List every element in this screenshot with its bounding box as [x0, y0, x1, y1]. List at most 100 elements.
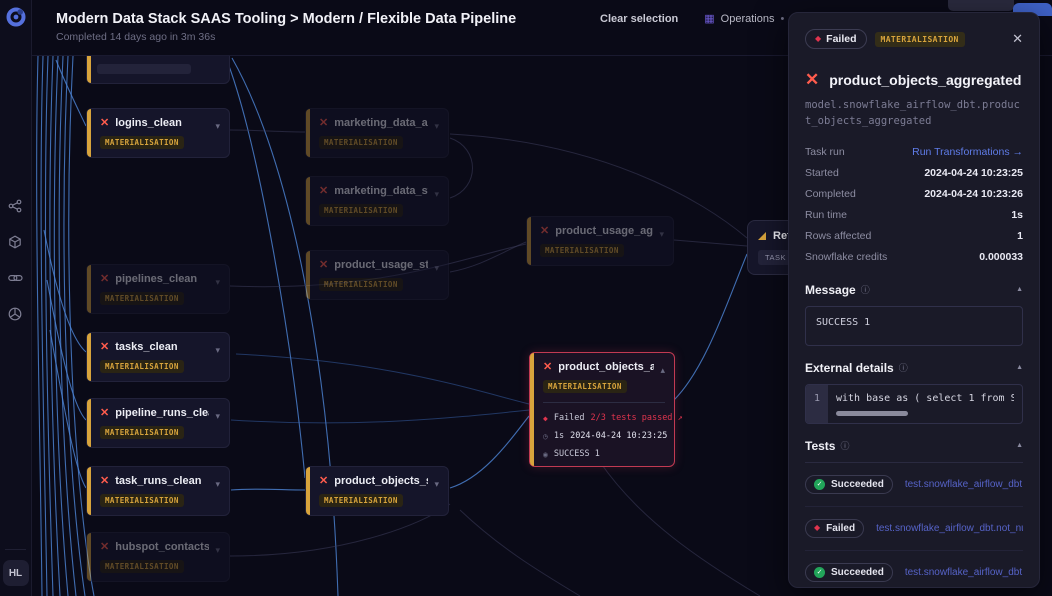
horizontal-scrollbar[interactable] — [836, 410, 908, 416]
node-task-runs-clean[interactable]: ✕ task_runs_clean ▾ MATERIALISATION — [86, 466, 230, 516]
materialisation-badge: MATERIALISATION — [319, 204, 403, 217]
dbt-icon: ✕ — [540, 224, 550, 237]
node-hubspot-contacts-clean[interactable]: ✕ hubspot_contacts_clean ▾ MATERIALISATI… — [86, 532, 230, 582]
dbt-icon: ✕ — [319, 116, 329, 129]
materialisation-badge: MATERIALISATION — [319, 136, 403, 149]
test-link[interactable]: test.snowflake_airflow_dbt.unique_pro — [904, 478, 1023, 490]
node-product-objects-staging[interactable]: ✕ product_objects_staging ▾ MATERIALISAT… — [305, 466, 449, 516]
run-transformations-link[interactable]: Run Transformations → — [912, 146, 1023, 159]
chevron-down-icon[interactable]: ▾ — [434, 188, 439, 199]
dbt-icon: ✕ — [100, 340, 110, 353]
detail-label: Snowflake credits — [805, 251, 888, 264]
status-badge: ◆ Failed — [805, 29, 867, 49]
sql-code-line: with base as ( select 1 from SNOWFLAKE — [836, 392, 1014, 404]
test-status-badge: ◆ Failed — [805, 518, 865, 538]
node-title: hubspot_contacts_clean — [115, 541, 210, 553]
powerbi-triangle-icon — [758, 232, 766, 240]
materialisation-badge: MATERIALISATION — [100, 560, 184, 573]
materialisation-badge: MATERIALISATION — [100, 136, 184, 149]
dbt-icon: ✕ — [100, 116, 110, 129]
node-status: Failed — [553, 413, 585, 423]
chevron-down-icon[interactable]: ▾ — [434, 478, 439, 489]
message-content: SUCCESS 1 — [805, 305, 1023, 346]
failed-diamond-icon: ◆ — [815, 34, 822, 43]
section-title: Message — [805, 282, 856, 297]
chevron-up-icon[interactable]: ▴ — [660, 364, 665, 375]
node-product-objects-aggregated-selected[interactable]: ✕ product_objects_aggregated ▴ MATERIALI… — [529, 352, 683, 467]
chevron-down-icon[interactable]: ▾ — [434, 262, 439, 273]
tests-summary-link[interactable]: 2/3 tests passed ↗ — [590, 413, 683, 423]
partial-secondary-button[interactable] — [948, 0, 1014, 11]
failed-diamond-icon: ◆ — [814, 523, 821, 533]
detail-row: Started 2024-04-24 10:23:25 — [805, 163, 1023, 184]
collapse-icon[interactable]: ▲ — [1016, 364, 1023, 372]
info-icon: ⓘ — [860, 285, 870, 296]
dbt-icon: ✕ — [319, 474, 329, 487]
model-path: model.snowflake_airflow_dbt.product_obje… — [805, 99, 1020, 128]
clock-icon: ◷ — [543, 431, 548, 441]
node-logins-clean[interactable]: ✕ logins_clean ▾ MATERIALISATION — [86, 108, 230, 158]
connections-link-icon[interactable] — [8, 271, 23, 285]
test-row: ✓ Succeeded test.snowflake_airflow_dbt.n… — [805, 551, 1023, 587]
detail-row: Completed 2024-04-24 10:23:26 — [805, 184, 1023, 205]
materialisation-badge: MATERIALISATION — [100, 426, 184, 439]
node-pipelines-clean[interactable]: ✕ pipelines_clean ▾ MATERIALISATION — [86, 264, 230, 314]
succeeded-check-icon: ✓ — [814, 478, 825, 490]
node-tasks-clean[interactable]: ✕ tasks_clean ▾ MATERIALISATION — [86, 332, 230, 382]
section-title: Tests — [805, 438, 836, 453]
dbt-icon: ✕ — [100, 474, 110, 487]
collapse-icon[interactable]: ▲ — [1016, 286, 1023, 294]
collapse-icon[interactable]: ▲ — [1016, 442, 1023, 450]
chevron-down-icon[interactable]: ▾ — [215, 120, 220, 131]
node-marketing-data-staging[interactable]: ✕ marketing_data_staging ▾ MATERIALISATI… — [305, 176, 449, 226]
chevron-down-icon[interactable]: ▾ — [215, 276, 220, 287]
succeeded-check-icon: ✓ — [814, 566, 825, 578]
test-status-label: Failed — [826, 522, 856, 534]
detail-value: 2024-04-24 10:23:25 — [924, 167, 1023, 180]
sidebar-divider — [5, 549, 26, 550]
test-link[interactable]: test.snowflake_airflow_dbt.not_null_pr — [904, 566, 1023, 578]
node-marketing-data-aggregated[interactable]: ✕ marketing_data_aggregated ▾ MATERIALIS… — [305, 108, 449, 158]
chevron-down-icon[interactable]: ▾ — [434, 120, 439, 131]
node-stripe — [530, 353, 534, 466]
external-details-section: External details ⓘ ▲ 1 with base as ( se… — [805, 361, 1023, 424]
app-logo[interactable] — [6, 7, 26, 27]
chevron-down-icon[interactable]: ▾ — [215, 344, 220, 355]
sidebar: HL — [0, 0, 32, 596]
sql-code-block[interactable]: 1 with base as ( select 1 from SNOWFLAKE — [805, 383, 1023, 424]
node-product-usage-staging[interactable]: ✕ product_usage_staging ▾ MATERIALISATIO… — [305, 250, 449, 300]
line-number: 1 — [806, 384, 828, 423]
node-product-usage-aggregated[interactable]: ✕ product_usage_aggregated ▾ MATERIALISA… — [526, 216, 674, 266]
test-status-badge: ✓ Succeeded — [805, 562, 893, 582]
test-row: ◆ Failed test.snowflake_airflow_dbt.not_… — [805, 507, 1023, 551]
settings-wheel-icon[interactable] — [8, 307, 22, 321]
detail-rows: Task run Run Transformations → Started 2… — [805, 142, 1023, 268]
operations-grid-icon: ▦ — [704, 13, 715, 25]
failed-diamond-icon: ◆ — [543, 413, 548, 423]
lineage-graph-icon[interactable] — [8, 199, 22, 213]
node-title: marketing_data_aggregated — [334, 117, 428, 129]
node-title: product_usage_aggregated — [555, 225, 654, 237]
integrations-cube-icon[interactable] — [8, 235, 22, 249]
detail-label: Started — [805, 167, 839, 180]
detail-row: Run time 1s — [805, 205, 1023, 226]
user-avatar[interactable]: HL — [2, 560, 29, 586]
detail-row: Rows affected 1 — [805, 226, 1023, 247]
tests-section: Tests ⓘ ▲ ✓ Succeeded test.snowflake_air… — [805, 438, 1023, 587]
node-pipeline-runs-clean[interactable]: ✕ pipeline_runs_clean ▾ MATERIALISATION — [86, 398, 230, 448]
node-title: product_usage_staging — [334, 259, 429, 271]
detail-value: 2024-04-24 10:23:26 — [924, 188, 1023, 201]
dbt-icon: ✕ — [319, 258, 329, 271]
clear-selection-button[interactable]: Clear selection — [600, 12, 679, 25]
run-summary: Completed 14 days ago in 3m 36s — [56, 31, 216, 43]
close-icon[interactable]: ✕ — [1012, 31, 1023, 46]
node-message: SUCCESS 1 — [553, 449, 600, 459]
node-stripe — [527, 217, 531, 265]
chevron-down-icon[interactable]: ▾ — [215, 478, 220, 489]
chevron-down-icon[interactable]: ▾ — [215, 544, 220, 555]
dbt-icon: ✕ — [100, 406, 110, 419]
chevron-down-icon[interactable]: ▾ — [215, 410, 220, 421]
chevron-down-icon[interactable]: ▾ — [659, 228, 664, 239]
test-link[interactable]: test.snowflake_airflow_dbt.not_null_pr — [876, 522, 1023, 534]
node-title: logins_clean — [115, 117, 182, 129]
